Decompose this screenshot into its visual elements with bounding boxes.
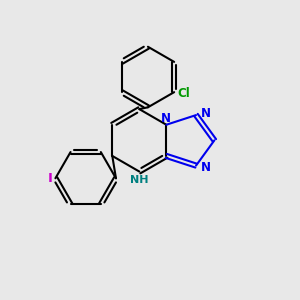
Text: Cl: Cl <box>177 87 190 100</box>
Text: NH: NH <box>130 175 148 185</box>
Text: N: N <box>200 107 211 120</box>
Text: I: I <box>48 172 53 185</box>
Text: N: N <box>161 112 171 125</box>
Text: N: N <box>200 160 211 174</box>
